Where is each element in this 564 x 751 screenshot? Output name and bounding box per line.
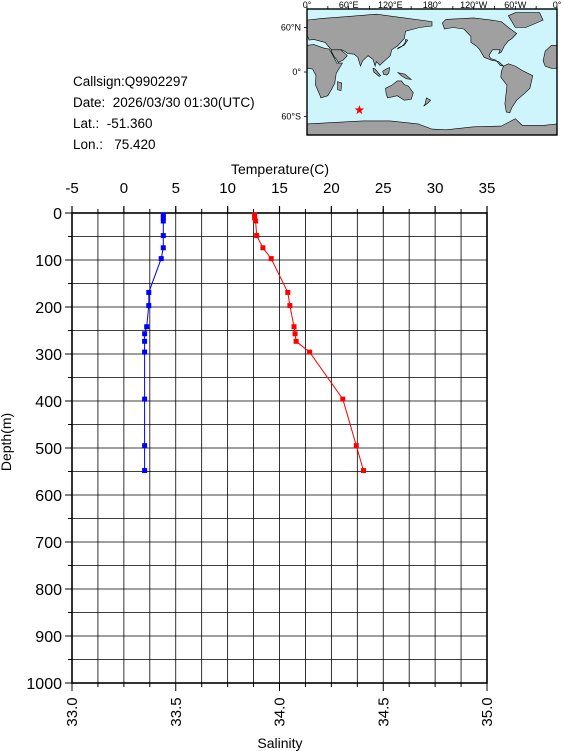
temperature-point [291,324,297,330]
salinity-tick-label: 33.0 [64,697,81,726]
temperature-point [353,443,359,449]
temperature-point [254,233,260,239]
temperature-point [260,245,266,251]
map-lon-label: 60°W [504,0,527,10]
longitude-text: Lon.: 75.420 [73,137,156,152]
temperature-profile-line [254,214,364,471]
new-zealand-landmass [423,97,432,107]
sumatra-landmass [372,67,382,77]
salinity-point [142,338,148,344]
depth-tick-label: 0 [53,206,62,223]
temperature-tick-label: 5 [172,180,180,197]
north-america-landmass [442,17,518,67]
map-lat-label: 0° [292,67,301,77]
temperature-point [252,212,258,218]
greenland-landmass [507,12,544,28]
date-text: Date: 2026/03/30 01:30(UTC) [73,95,255,110]
bottom-axis-label: Salinity [257,735,302,751]
salinity-tick-label: 33.5 [168,697,185,726]
temperature-point [268,256,274,262]
float-info: Callsign:Q9902297 Date: 2026/03/30 01:30… [73,71,255,155]
arabia-landmass [330,49,348,63]
plot-grid [71,212,488,684]
south-america-landmass [500,63,534,114]
salinity-point [142,443,148,449]
temperature-point [361,468,367,474]
depth-tick-label: 600 [35,488,62,505]
temperature-point [285,289,291,295]
world-map [304,6,558,136]
salinity-profile-line [144,214,164,471]
map-lon-label: 120°E [378,0,403,10]
map-lat-label: 60°N [281,23,301,33]
salinity-tick-label: 35.0 [479,697,496,726]
salinity-point [160,212,166,218]
depth-tick-label: 400 [35,394,62,411]
map-lon-label: 0° [303,0,312,10]
salinity-point [142,396,148,402]
depth-tick-label: 800 [35,582,62,599]
temperature-point [293,338,299,344]
map-lat-label: 60°S [281,111,301,121]
salinity-point [144,324,150,330]
map-lon-label: 0° [553,0,562,10]
temperature-point [287,303,293,309]
salinity-point [146,289,152,295]
salinity-point [160,233,166,239]
map-lon-label: 60°E [339,0,359,10]
callsign-text: Callsign:Q9902297 [73,74,188,89]
depth-tick-label: 200 [35,300,62,317]
temperature-tick-label: 35 [479,180,496,197]
salinity-point [160,215,166,221]
temperature-tick-label: 10 [219,180,236,197]
latitude-text: Lat.: -51.360 [73,116,153,131]
top-axis-label: Temperature(C) [231,161,329,177]
temperature-point [307,349,313,355]
salinity-point [142,331,148,337]
madagascar-landmass [337,81,343,91]
temperature-point [292,331,298,337]
salinity-tick-label: 34.0 [272,697,289,726]
depth-tick-label: 500 [35,441,62,458]
borneo-landmass [382,67,390,76]
japan-landmass [397,39,409,50]
map-lon-label: 180° [423,0,442,10]
temperature-tick-label: 30 [427,180,444,197]
salinity-point [142,349,148,355]
salinity-point [160,245,166,251]
australia-landmass [385,80,414,101]
map-lon-label: 120°W [460,0,488,10]
depth-tick-label: 100 [35,253,62,270]
y-axis-label: Depth(m) [0,413,14,471]
float-position-star-icon [354,105,365,115]
depth-tick-label: 300 [35,347,62,364]
new-guinea-landmass [396,72,413,80]
salinity-point [160,218,166,224]
map-labels: 0° 60°E 120°E 180° 120°W 60°W 0° 60°N 0° 60°S [281,0,562,121]
temperature-tick-label: -5 [65,180,78,197]
africa-landmass [306,44,343,99]
temperature-tick-label: 15 [271,180,288,197]
temperature-tick-label: 0 [120,180,128,197]
plot-series [142,212,367,474]
depth-tick-label: 1000 [26,676,62,693]
temperature-point [340,396,346,402]
salinity-point [146,303,152,309]
temperature-tick-label: 25 [375,180,392,197]
salinity-tick-label: 34.5 [375,697,392,726]
salinity-point [142,468,148,474]
temperature-point [252,215,258,221]
depth-tick-label: 700 [35,535,62,552]
temperature-point [253,218,259,224]
depth-tick-label: 900 [35,629,62,646]
salinity-point [158,256,164,262]
temperature-tick-label: 20 [323,180,340,197]
